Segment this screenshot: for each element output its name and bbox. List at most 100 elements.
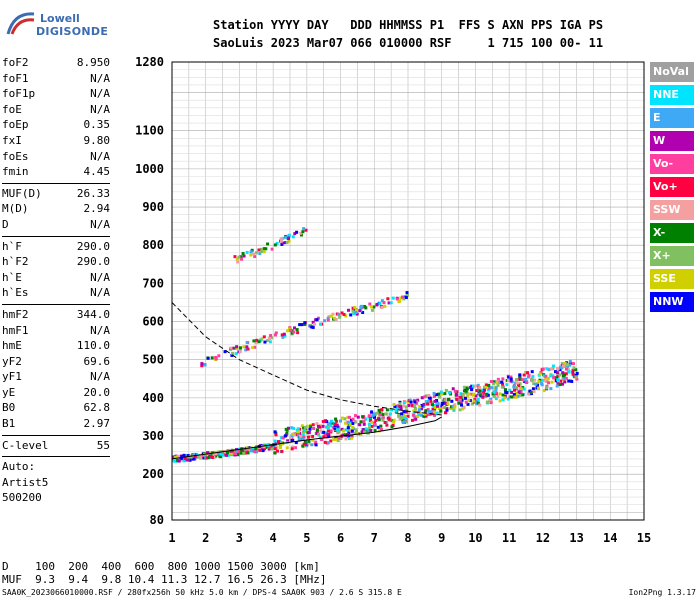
echo-point — [547, 368, 551, 372]
echo-point — [314, 443, 318, 447]
echo-point — [310, 443, 314, 447]
echo-point — [325, 425, 329, 429]
echo-point — [302, 322, 306, 326]
echo-point — [286, 439, 290, 443]
echo-point — [299, 231, 303, 235]
echo-point — [361, 310, 365, 314]
echo-point — [440, 404, 444, 408]
echo-point — [311, 325, 315, 329]
echo-point — [474, 384, 478, 388]
echo-point — [249, 449, 253, 453]
param-value: N/A — [90, 323, 110, 337]
echo-point — [530, 390, 534, 394]
echo-point — [561, 371, 565, 375]
param-row: hmF1 N/A — [2, 324, 110, 340]
echo-point — [530, 377, 534, 381]
echo-point — [359, 432, 363, 436]
echo-point — [460, 395, 464, 399]
echo-point — [524, 371, 528, 375]
echo-point — [387, 301, 391, 305]
echo-point — [311, 320, 315, 324]
echo-point — [302, 227, 306, 231]
echo-point — [432, 413, 436, 417]
y-tick-label: 1100 — [135, 124, 164, 138]
echo-point — [506, 379, 510, 383]
echo-point — [563, 362, 567, 366]
echo-point — [347, 308, 351, 312]
param-name: hmF2 — [2, 307, 29, 321]
echo-point — [344, 314, 348, 318]
echo-point — [381, 418, 385, 422]
echo-point — [362, 422, 366, 426]
echo-point — [184, 454, 188, 458]
echo-point — [337, 436, 341, 440]
echo-point — [541, 378, 545, 382]
legend-item-nnw: NNW — [650, 292, 694, 312]
echo-point — [227, 453, 231, 457]
echo-point — [377, 417, 381, 421]
echo-point — [369, 429, 373, 433]
echo-point — [492, 394, 496, 398]
echo-point — [294, 446, 298, 450]
echo-point — [326, 426, 330, 430]
echo-point — [303, 439, 307, 443]
echo-point — [542, 389, 546, 393]
param-value: 2.97 — [83, 417, 111, 431]
x-tick-label: 1 — [168, 531, 175, 545]
echo-point — [273, 243, 277, 247]
echo-point — [404, 405, 408, 409]
echo-point — [476, 398, 480, 402]
param-row: yF1 N/A — [2, 370, 110, 386]
echo-point — [304, 430, 308, 434]
echo-point — [470, 384, 474, 388]
echo-point — [344, 428, 348, 432]
echo-point — [223, 350, 227, 354]
echo-point — [501, 382, 505, 386]
divider — [2, 303, 110, 305]
echo-point — [508, 388, 512, 392]
echo-point — [262, 247, 266, 251]
echo-point — [305, 424, 309, 428]
echo-point — [223, 450, 227, 454]
param-row: h`F2 290.0 — [2, 255, 110, 271]
echo-point — [527, 392, 531, 396]
echo-point — [545, 379, 549, 383]
echo-point — [400, 415, 404, 419]
echo-point — [486, 393, 490, 397]
x-tick-label: 7 — [371, 531, 378, 545]
legend-item-noval: NoVal — [650, 62, 694, 82]
param-value: 2.94 — [83, 202, 111, 216]
y-tick-label: 400 — [142, 391, 164, 405]
echo-point — [473, 398, 477, 402]
echo-point — [374, 418, 378, 422]
echo-point — [433, 399, 437, 403]
echo-point — [501, 398, 505, 402]
logo-text-lowell: Lowell — [40, 12, 80, 25]
echo-point — [420, 403, 424, 407]
echo-point — [403, 414, 407, 418]
echo-point — [364, 306, 368, 310]
param-name: foF2 — [2, 56, 29, 69]
echo-point — [521, 386, 525, 390]
echo-point — [242, 451, 246, 455]
echo-point — [282, 332, 286, 336]
echo-point — [307, 441, 311, 445]
echo-point — [251, 449, 255, 453]
echo-point — [262, 335, 266, 339]
echo-point — [424, 414, 428, 418]
echo-point — [253, 345, 257, 349]
echo-point — [281, 436, 285, 440]
echo-point — [574, 368, 578, 372]
echo-point — [420, 407, 424, 411]
echo-point — [234, 449, 238, 453]
param-row: foF1 N/A — [2, 72, 110, 88]
echo-point — [244, 348, 248, 352]
echo-point — [565, 362, 569, 366]
echo-point — [514, 395, 518, 399]
echo-point — [270, 447, 274, 451]
echo-point — [343, 417, 347, 421]
params-group-critical-frequencies: foF2 8.950 foF1 N/A foF1p N/A foE N/A foEp 0.35 fx… — [2, 56, 110, 181]
echo-point — [476, 383, 480, 387]
chart-tick-labels: 1 2 3 4 5 6 7 8 9 10 11 12 13 14 158020030040050060070… — [135, 55, 651, 545]
echo-point — [176, 458, 180, 462]
